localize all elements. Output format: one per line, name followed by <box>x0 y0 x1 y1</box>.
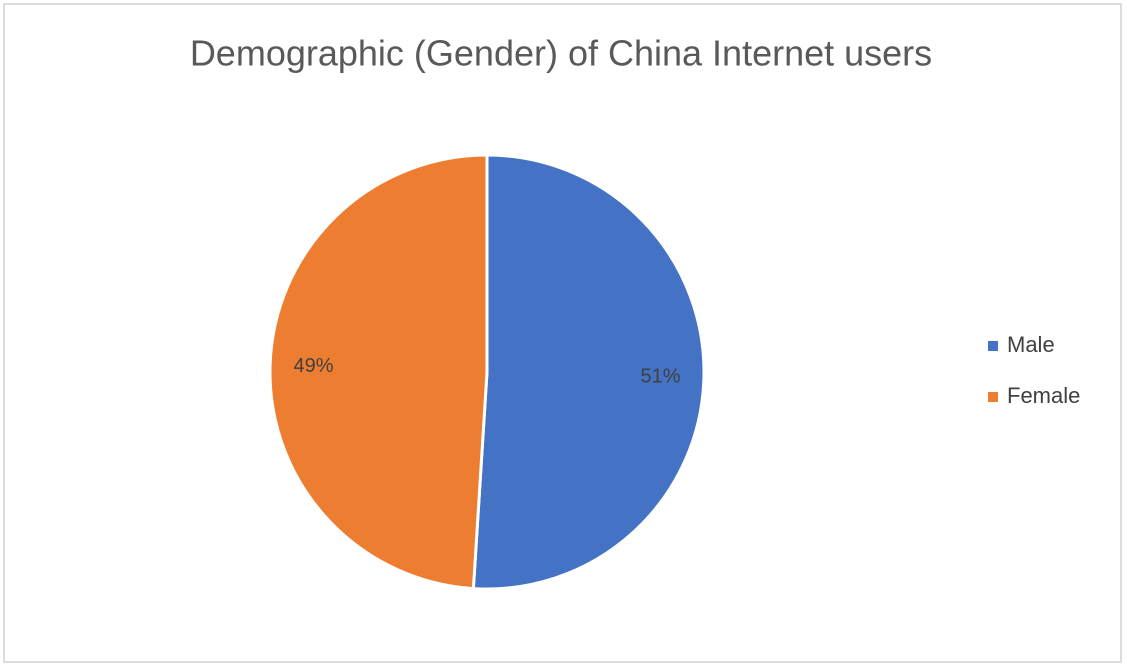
data-label: 51% <box>640 366 680 388</box>
data-label: 49% <box>293 355 333 377</box>
legend-swatch <box>988 341 998 351</box>
legend-label: Male <box>1007 332 1055 357</box>
chart-title: Demographic (Gender) of China Internet u… <box>190 33 932 74</box>
legend-label: Female <box>1007 383 1080 408</box>
pie-slice <box>268 153 489 591</box>
pie-slice <box>471 153 706 591</box>
legend-swatch <box>988 392 998 402</box>
